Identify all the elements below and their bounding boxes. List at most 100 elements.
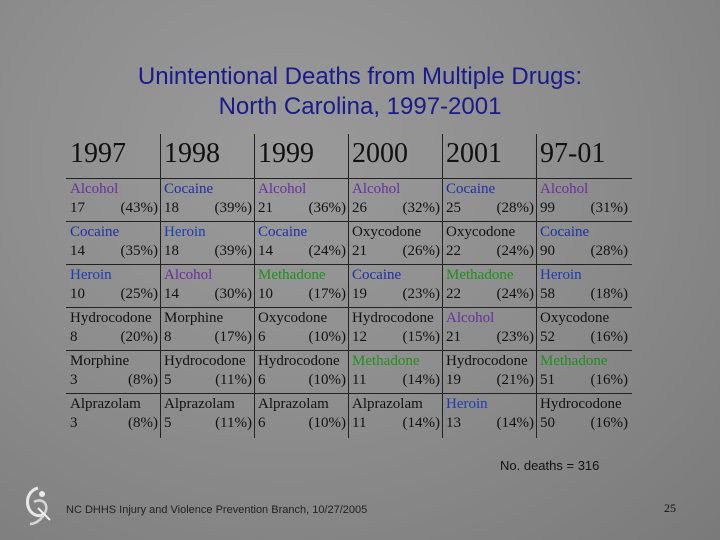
death-percent: (18%) — [590, 286, 629, 302]
table-cell: Hydrocodone 6 (10%) — [258, 352, 346, 394]
death-count: 52 — [540, 329, 555, 345]
death-count: 19 — [446, 372, 461, 388]
death-count: 21 — [352, 243, 367, 259]
death-percent: (8%) — [128, 415, 158, 431]
death-count: 26 — [352, 200, 367, 216]
drug-name: Hydrocodone — [540, 396, 622, 412]
footer-source: NC DHHS Injury and Violence Prevention B… — [66, 504, 368, 516]
table-cell: Methadone 11 (14%) — [352, 352, 440, 394]
drug-name: Hydrocodone — [70, 310, 152, 326]
table-cell: Alcohol 99 (31%) — [540, 180, 628, 222]
table-cell: Alprazolam 5 (11%) — [164, 395, 252, 437]
drug-name: Hydrocodone — [352, 310, 434, 326]
table-cell: Methadone 10 (17%) — [258, 266, 346, 308]
death-count: 14 — [164, 286, 179, 302]
table-cell: Hydrocodone 19 (21%) — [446, 352, 534, 394]
table-cell: Morphine 8 (17%) — [164, 309, 252, 351]
death-percent: (11%) — [215, 415, 252, 431]
death-count: 8 — [70, 329, 78, 345]
death-percent: (10%) — [308, 329, 347, 345]
death-percent: (14%) — [402, 415, 441, 431]
table-cell: Cocaine 14 (35%) — [70, 223, 158, 265]
death-percent: (31%) — [590, 200, 629, 216]
death-count: 13 — [446, 415, 461, 431]
table-cell: Alprazolam 6 (10%) — [258, 395, 346, 437]
death-count: 19 — [352, 286, 367, 302]
table-cell: Cocaine 90 (28%) — [540, 223, 628, 265]
row-divider — [66, 221, 632, 222]
table-cell: Cocaine 19 (23%) — [352, 266, 440, 308]
row-divider — [66, 307, 632, 308]
death-count: 51 — [540, 372, 555, 388]
row-divider — [66, 350, 632, 351]
nc-dhhs-logo-icon — [26, 486, 51, 526]
death-count: 5 — [164, 372, 172, 388]
drug-name: Cocaine — [352, 267, 402, 283]
death-percent: (23%) — [496, 329, 535, 345]
table-cell: Alcohol 21 (36%) — [258, 180, 346, 222]
year-header: 1997 — [70, 138, 126, 169]
year-column-1998: 1998 Cocaine 18 (39%) Heroin 18 (39%) Alcohol 14… — [160, 134, 254, 438]
death-count: 6 — [258, 372, 266, 388]
drug-name: Cocaine — [70, 224, 120, 240]
death-count: 6 — [258, 329, 266, 345]
table-cell: Heroin 13 (14%) — [446, 395, 534, 437]
death-percent: (8%) — [128, 372, 158, 388]
drug-deaths-table: 1997 Alcohol 17 (43%) Cocaine 14 (35%) Heroin 10… — [66, 134, 632, 438]
drug-name: Alprazolam — [164, 396, 235, 412]
drug-name: Alprazolam — [70, 396, 141, 412]
drug-name: Methadone — [540, 353, 608, 369]
table-cell: Hydrocodone 50 (16%) — [540, 395, 628, 437]
drug-name: Alcohol — [446, 310, 495, 326]
death-percent: (10%) — [308, 372, 347, 388]
death-percent: (25%) — [120, 286, 159, 302]
death-count: 50 — [540, 415, 555, 431]
drug-name: Alprazolam — [258, 396, 329, 412]
drug-name: Oxycodone — [540, 310, 610, 326]
death-percent: (26%) — [402, 243, 441, 259]
table-cell: Heroin 10 (25%) — [70, 266, 158, 308]
table-cell: Alcohol 14 (30%) — [164, 266, 252, 308]
drug-name: Methadone — [352, 353, 420, 369]
death-percent: (11%) — [215, 372, 252, 388]
row-divider — [66, 178, 632, 179]
drug-name: Oxycodone — [352, 224, 422, 240]
table-cell: Alcohol 17 (43%) — [70, 180, 158, 222]
death-count: 11 — [352, 415, 367, 431]
total-deaths-note: No. deaths = 316 — [500, 458, 600, 473]
year-column-2001: 2001 Cocaine 25 (28%) Oxycodone 22 (24%) Methad… — [442, 134, 536, 438]
table-cell: Heroin 58 (18%) — [540, 266, 628, 308]
death-count: 8 — [164, 329, 172, 345]
death-percent: (24%) — [496, 243, 535, 259]
year-header: 2000 — [352, 138, 408, 169]
title-line-1: Unintentional Deaths from Multiple Drugs… — [137, 63, 583, 90]
year-header: 97-01 — [540, 138, 606, 169]
table-cell: Oxycodone 52 (16%) — [540, 309, 628, 351]
death-percent: (16%) — [590, 415, 629, 431]
column-divider — [254, 134, 255, 438]
table-cell: Heroin 18 (39%) — [164, 223, 252, 265]
death-count: 99 — [540, 200, 555, 216]
death-percent: (17%) — [308, 286, 347, 302]
death-percent: (14%) — [402, 372, 441, 388]
year-column-1997: 1997 Alcohol 17 (43%) Cocaine 14 (35%) Heroin 10… — [66, 134, 160, 438]
death-percent: (28%) — [496, 200, 535, 216]
death-count: 11 — [352, 372, 367, 388]
row-divider — [66, 264, 632, 265]
death-percent: (35%) — [120, 243, 159, 259]
drug-name: Hydrocodone — [258, 353, 340, 369]
death-percent: (43%) — [120, 200, 159, 216]
column-divider — [160, 134, 161, 438]
death-count: 22 — [446, 243, 461, 259]
drug-name: Hydrocodone — [164, 353, 246, 369]
death-count: 14 — [258, 243, 273, 259]
drug-name: Heroin — [540, 267, 582, 283]
table-cell: Alprazolam 3 (8%) — [70, 395, 158, 437]
death-percent: (20%) — [120, 329, 159, 345]
death-count: 6 — [258, 415, 266, 431]
death-percent: (24%) — [496, 286, 535, 302]
death-percent: (17%) — [214, 329, 253, 345]
drug-name: Methadone — [258, 267, 326, 283]
death-count: 21 — [258, 200, 273, 216]
death-percent: (15%) — [402, 329, 441, 345]
